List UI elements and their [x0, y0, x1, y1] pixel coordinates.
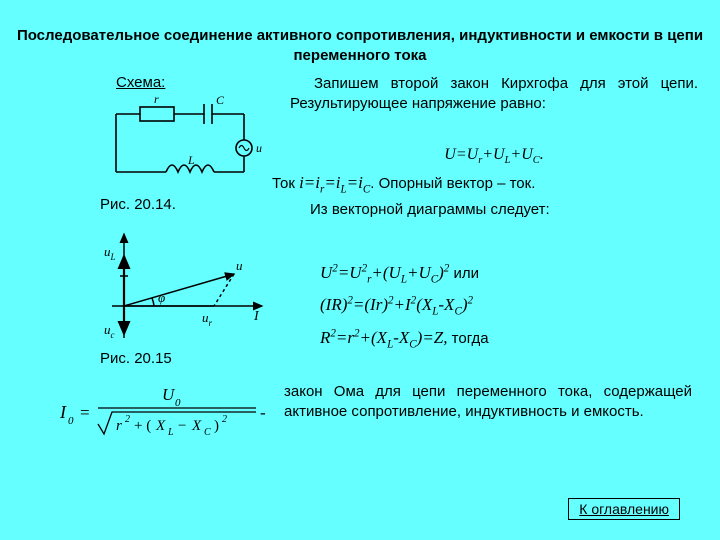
schema-label: Схема: — [116, 74, 165, 91]
eq-ir-squared: (IR)2=(Ir)2+I2(XL-XC)2 — [320, 290, 698, 322]
svg-text:I: I — [59, 402, 67, 422]
page-title: Последовательное соединение активного со… — [0, 26, 720, 67]
svg-text:2: 2 — [222, 414, 227, 425]
svg-text:C: C — [216, 96, 225, 107]
svg-text:φ: φ — [158, 290, 165, 305]
svg-text:u: u — [236, 258, 243, 273]
eq-u-squared: U2=U2r+(UL+UC)2 — [320, 263, 449, 282]
svg-text:r: r — [154, 96, 159, 106]
svg-text:0: 0 — [175, 397, 181, 409]
paragraph-kirchhoff: Запишем второй закон Кирхгофа для этой ц… — [290, 74, 698, 115]
svg-text:=: = — [80, 403, 90, 422]
svg-text:uc: uc — [104, 322, 115, 340]
svg-text:C: C — [204, 427, 211, 438]
par2-post: . Опорный вектор – ток. — [370, 175, 535, 192]
ohm-formula: I 0 = U 0 r 2 + ( X L − X C ) 2 - — [56, 382, 270, 442]
vector-diagram: uL uc u ur I φ — [84, 226, 274, 346]
paragraph-current: Ток i=ir=iL=iC. Опорный вектор – ток. — [272, 173, 698, 195]
svg-text:u: u — [256, 141, 262, 155]
eq-or: или — [449, 265, 479, 282]
svg-text:): ) — [214, 418, 219, 434]
circuit-diagram: r C L u — [104, 96, 264, 188]
eq-then: тогда — [448, 330, 489, 347]
fig2-caption: Рис. 20.15 — [100, 350, 172, 367]
svg-text:r: r — [116, 418, 122, 434]
paragraph-vector-follows: Из векторной диаграммы следует: — [290, 200, 698, 220]
inline-eq-current: i=ir=iL=iC — [299, 173, 370, 192]
par2-pre: Ток — [272, 175, 299, 192]
svg-text:uL: uL — [104, 244, 116, 262]
svg-text:X: X — [155, 418, 166, 434]
svg-text:U: U — [162, 385, 176, 404]
svg-text:X: X — [191, 418, 202, 434]
svg-text:ur: ur — [202, 310, 213, 328]
svg-text:2: 2 — [125, 414, 130, 425]
svg-text:−: − — [178, 418, 186, 434]
toc-link[interactable]: К оглавлению — [568, 498, 680, 520]
svg-text:0: 0 — [68, 415, 74, 427]
equation-u-sum: U=Ur+UL+UC. — [290, 146, 698, 166]
equation-block: U2=U2r+(UL+UC)2 или (IR)2=(Ir)2+I2(XL-XC… — [320, 258, 698, 355]
paragraph-ohm-law: закон Ома для цепи переменного тока, сод… — [284, 382, 692, 423]
svg-text:L: L — [187, 153, 195, 167]
fig1-caption: Рис. 20.14. — [100, 196, 176, 213]
eq-r-squared: R2=r2+(XL-XC)=Z, — [320, 328, 448, 347]
svg-text:L: L — [167, 427, 174, 438]
svg-text:+ (: + ( — [134, 418, 151, 434]
svg-text:I: I — [253, 309, 260, 324]
svg-text:-: - — [260, 403, 266, 422]
